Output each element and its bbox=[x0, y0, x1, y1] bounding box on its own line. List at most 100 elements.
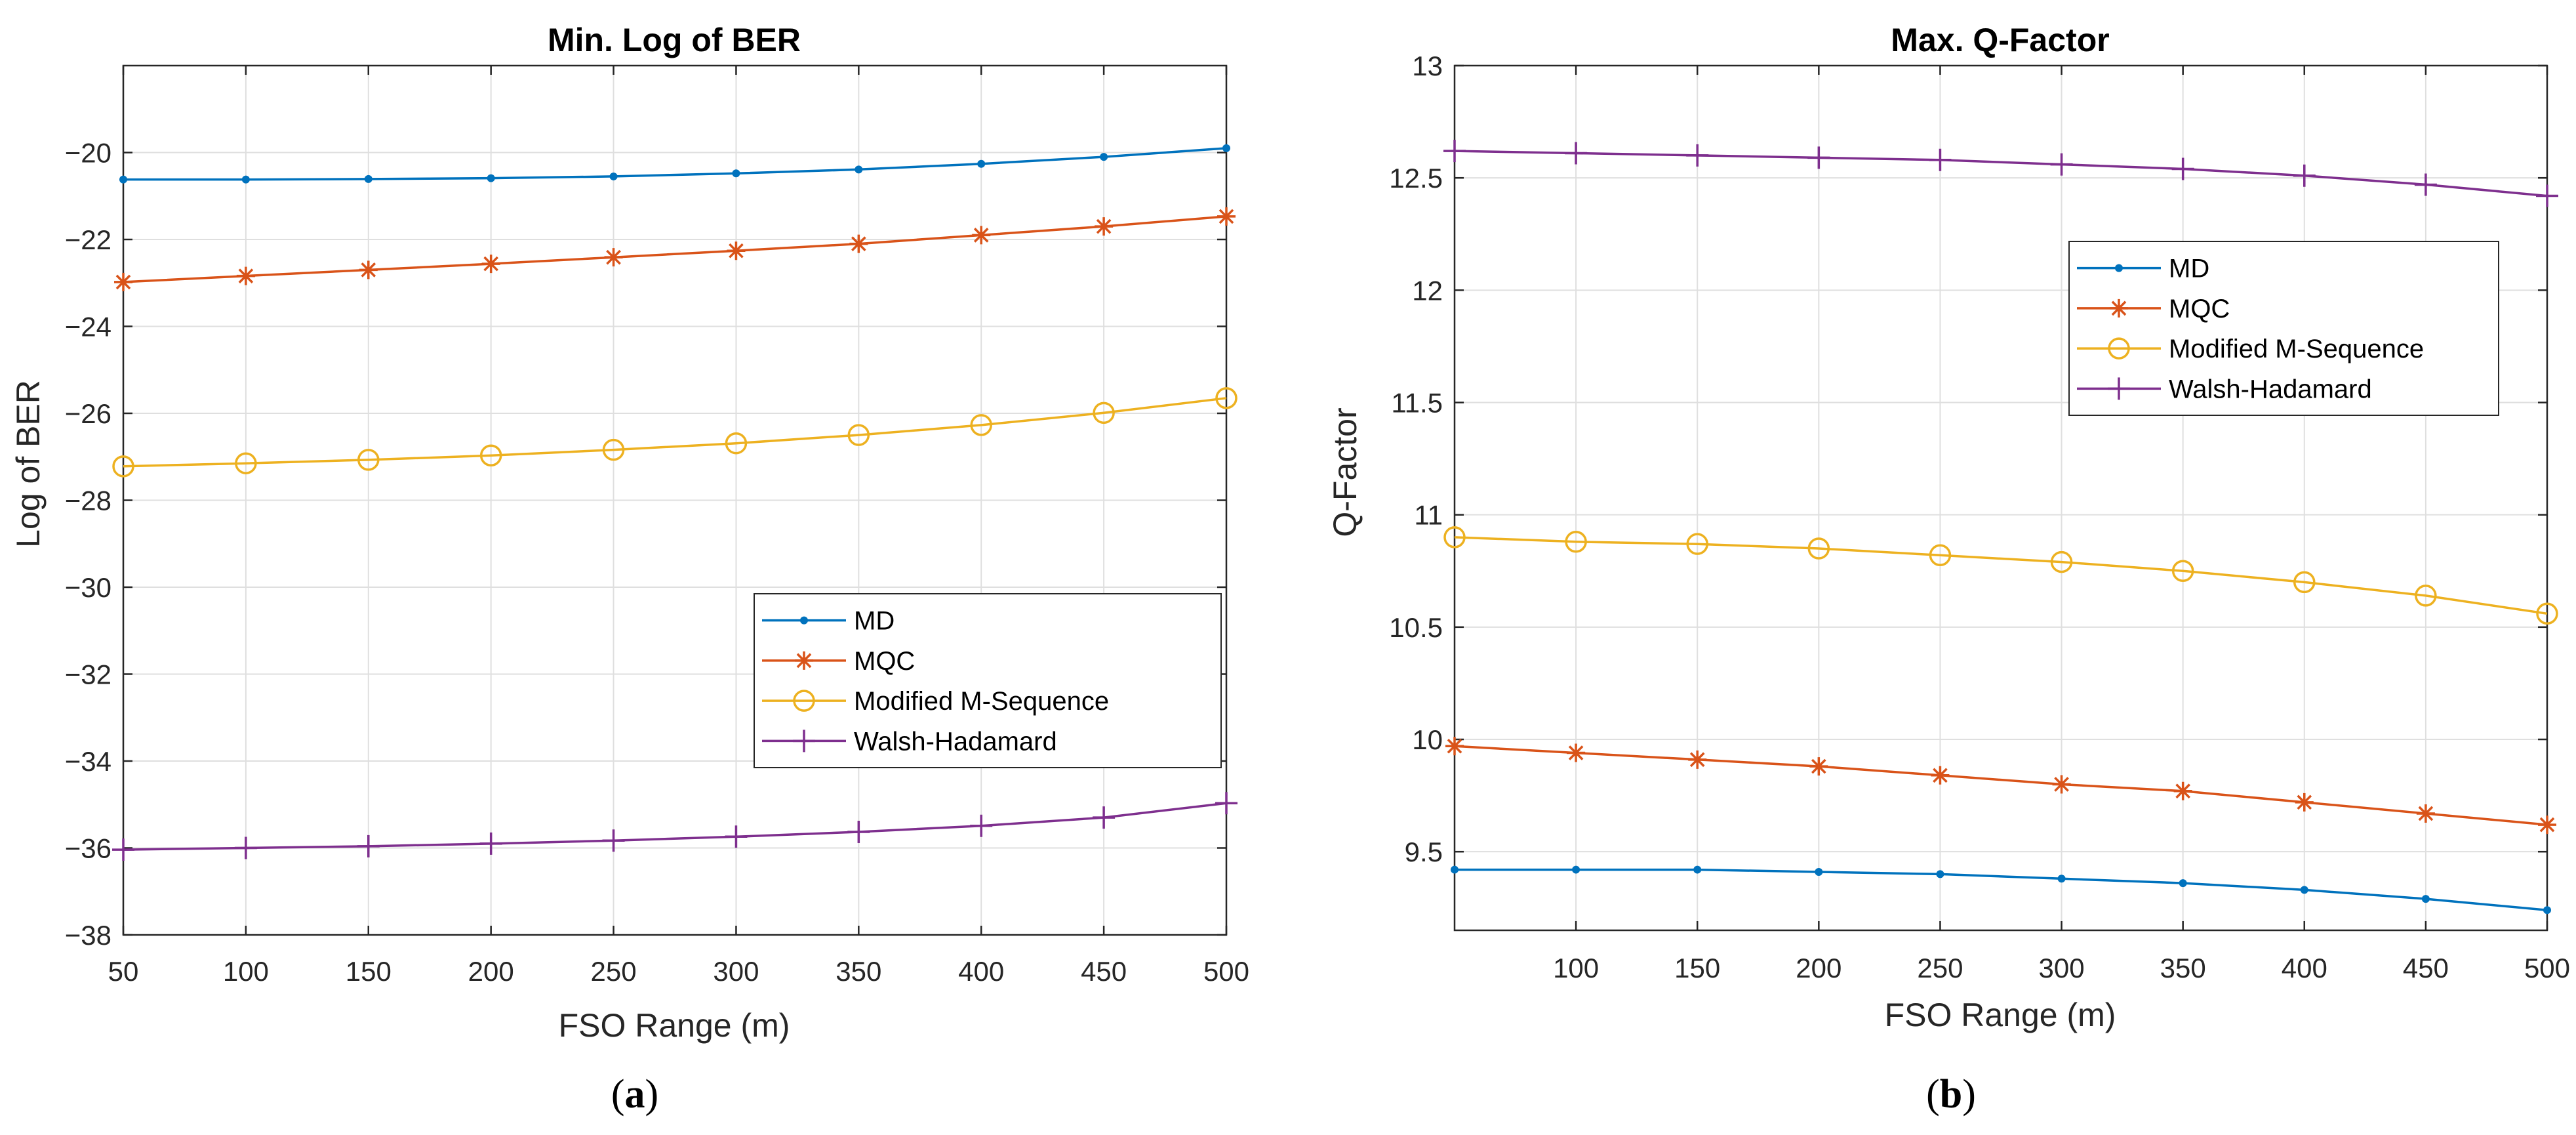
chart-a-legend-entry: MQC bbox=[762, 647, 915, 676]
chart-a-caption: (a) bbox=[611, 1072, 658, 1117]
chart-b-legend-entry: MD bbox=[2077, 255, 2209, 283]
chart-a-data-point bbox=[119, 175, 127, 184]
chart-b-data-point bbox=[1688, 750, 1707, 769]
chart-a-data-point bbox=[1100, 153, 1108, 161]
chart-a-ytick-label: −28 bbox=[65, 485, 111, 516]
chart-a-data-point bbox=[479, 832, 502, 855]
chart-a-data-point bbox=[364, 175, 372, 183]
chart-a-data-point bbox=[1095, 217, 1114, 236]
chart-a-data-point bbox=[727, 241, 746, 260]
chart-b-data-point bbox=[1445, 737, 1464, 756]
chart-b-series-line bbox=[1454, 536, 2548, 615]
chart-a-series-1 bbox=[114, 207, 1236, 291]
chart-b-ytick-label: 12 bbox=[1412, 275, 1443, 306]
chart-a-series-2 bbox=[112, 387, 1238, 478]
chart-a-legend-marker bbox=[793, 690, 815, 712]
chart-b-series-1 bbox=[1445, 737, 2556, 835]
chart-a-xtick-label: 50 bbox=[108, 956, 139, 987]
chart-b-caption-open: ( bbox=[1926, 1072, 1940, 1117]
chart-b-data-point bbox=[1693, 865, 1702, 874]
chart-b-data-point bbox=[1565, 531, 1587, 553]
chart-a-caption-close: ) bbox=[645, 1072, 659, 1117]
chart-a-data-point bbox=[1222, 144, 1230, 152]
chart-a-legend-marker bbox=[795, 651, 813, 670]
chart-b-data-point bbox=[2293, 571, 2316, 594]
chart-b-legend-box bbox=[2068, 241, 2499, 416]
chart-b-legend-label: MD bbox=[2169, 255, 2209, 283]
chart-a-data-point bbox=[481, 255, 500, 274]
chart-b-xtick-label: 250 bbox=[1917, 953, 1963, 983]
chart-a-series-0 bbox=[119, 144, 1230, 184]
chart-b-data-point bbox=[2179, 879, 2187, 888]
chart-a-xtick-label: 450 bbox=[1081, 956, 1127, 987]
chart-b-data-point bbox=[1807, 537, 1830, 560]
chart-a-xtick-label: 300 bbox=[713, 956, 759, 987]
chart-b-legend-label: Modified M-Sequence bbox=[2169, 335, 2424, 363]
chart-b-legend-entry: Walsh-Hadamard bbox=[2077, 375, 2372, 403]
chart-a-data-point bbox=[235, 452, 257, 474]
chart-b-axes-box bbox=[1453, 64, 2548, 932]
chart-b-caption-close: ) bbox=[1962, 1072, 1976, 1117]
chart-a-series-line bbox=[123, 147, 1227, 181]
chart-b-ytick-label: 13 bbox=[1412, 51, 1443, 81]
chart-b-data-point bbox=[1572, 865, 1580, 874]
chart-b-data-point bbox=[2173, 781, 2192, 800]
chart-b-data-point bbox=[2415, 585, 2437, 607]
chart-a-data-point bbox=[847, 820, 870, 843]
chart-b-xtick-label: 400 bbox=[2282, 953, 2327, 983]
chart-b-xtick-label: 100 bbox=[1553, 953, 1599, 983]
chart-a-data-point bbox=[234, 836, 257, 859]
chart-a-ytick-label: −34 bbox=[65, 746, 111, 777]
chart-a-data-point bbox=[732, 169, 740, 178]
chart-a-data-point bbox=[602, 438, 625, 461]
chart-a-series-3 bbox=[112, 792, 1238, 861]
chart-b-series-line bbox=[1455, 868, 2548, 911]
chart-b-data-point bbox=[2050, 550, 2073, 573]
chart-b-data-point bbox=[1936, 870, 1944, 878]
chart-a-legend-label: MQC bbox=[854, 647, 915, 676]
chart-b-series-0 bbox=[1451, 865, 2551, 915]
chart-b-data-point bbox=[2536, 184, 2558, 207]
chart-b-legend-marker bbox=[2108, 377, 2130, 400]
chart-a-legend-marker bbox=[800, 616, 808, 625]
chart-b-legend-marker bbox=[2108, 337, 2130, 360]
chart-a-data-point bbox=[725, 432, 748, 455]
chart-b-legend-entry: Modified M-Sequence bbox=[2077, 335, 2424, 363]
chart-a-xtick-label: 350 bbox=[835, 956, 881, 987]
chart-a-data-point bbox=[849, 234, 868, 253]
chart-b-series-2 bbox=[1443, 526, 2558, 625]
chart-b-xtick-label: 450 bbox=[2403, 953, 2449, 983]
chart-b-legend-marker bbox=[2110, 299, 2128, 318]
chart-b-series-line bbox=[1454, 150, 2548, 197]
chart-b-data-point bbox=[2052, 775, 2071, 794]
chart-a-data-point bbox=[479, 444, 502, 467]
chart-b-ylabel: Q-Factor bbox=[1327, 407, 1363, 537]
chart-b-data-point bbox=[2300, 886, 2308, 894]
chart-a-data-point bbox=[1093, 402, 1115, 424]
chart-a-data-point bbox=[1217, 207, 1236, 226]
chart-b-data-point bbox=[1565, 142, 1588, 165]
chart-b: 100 150 200 250 300 350 400 450 500 9.5 10 10.5 11 11… bbox=[1327, 22, 2570, 1117]
chart-a-data-point bbox=[112, 838, 134, 861]
chart-a-caption-letter: a bbox=[625, 1072, 645, 1117]
chart-a-data-point bbox=[977, 159, 986, 168]
chart-b-data-point bbox=[2543, 906, 2551, 915]
chart-a-data-point bbox=[847, 424, 870, 446]
chart-b-data-point bbox=[1929, 148, 1952, 171]
chart-a-data-point bbox=[970, 814, 993, 837]
chart-b-data-point bbox=[1931, 766, 1950, 785]
chart-b-caption-letter: b bbox=[1940, 1072, 1962, 1117]
chart-a-data-point bbox=[604, 248, 623, 267]
chart-a-ytick-label: −30 bbox=[65, 572, 111, 603]
chart-b-data-point bbox=[1686, 144, 1709, 167]
chart-a-xtick-label: 150 bbox=[346, 956, 392, 987]
chart-b-xtick-label: 500 bbox=[2524, 953, 2570, 983]
chart-a-ytick-label: −38 bbox=[65, 920, 111, 951]
chart-a-data-point bbox=[970, 414, 992, 436]
chart-a-xtick-label: 500 bbox=[1203, 956, 1249, 987]
chart-a-data-point bbox=[1215, 792, 1238, 815]
chart-b-legend-marker bbox=[2115, 264, 2123, 272]
chart-b-data-point bbox=[2295, 793, 2314, 812]
chart-a-data-point bbox=[1093, 806, 1116, 829]
chart-a-ytick-label: −24 bbox=[65, 312, 111, 342]
